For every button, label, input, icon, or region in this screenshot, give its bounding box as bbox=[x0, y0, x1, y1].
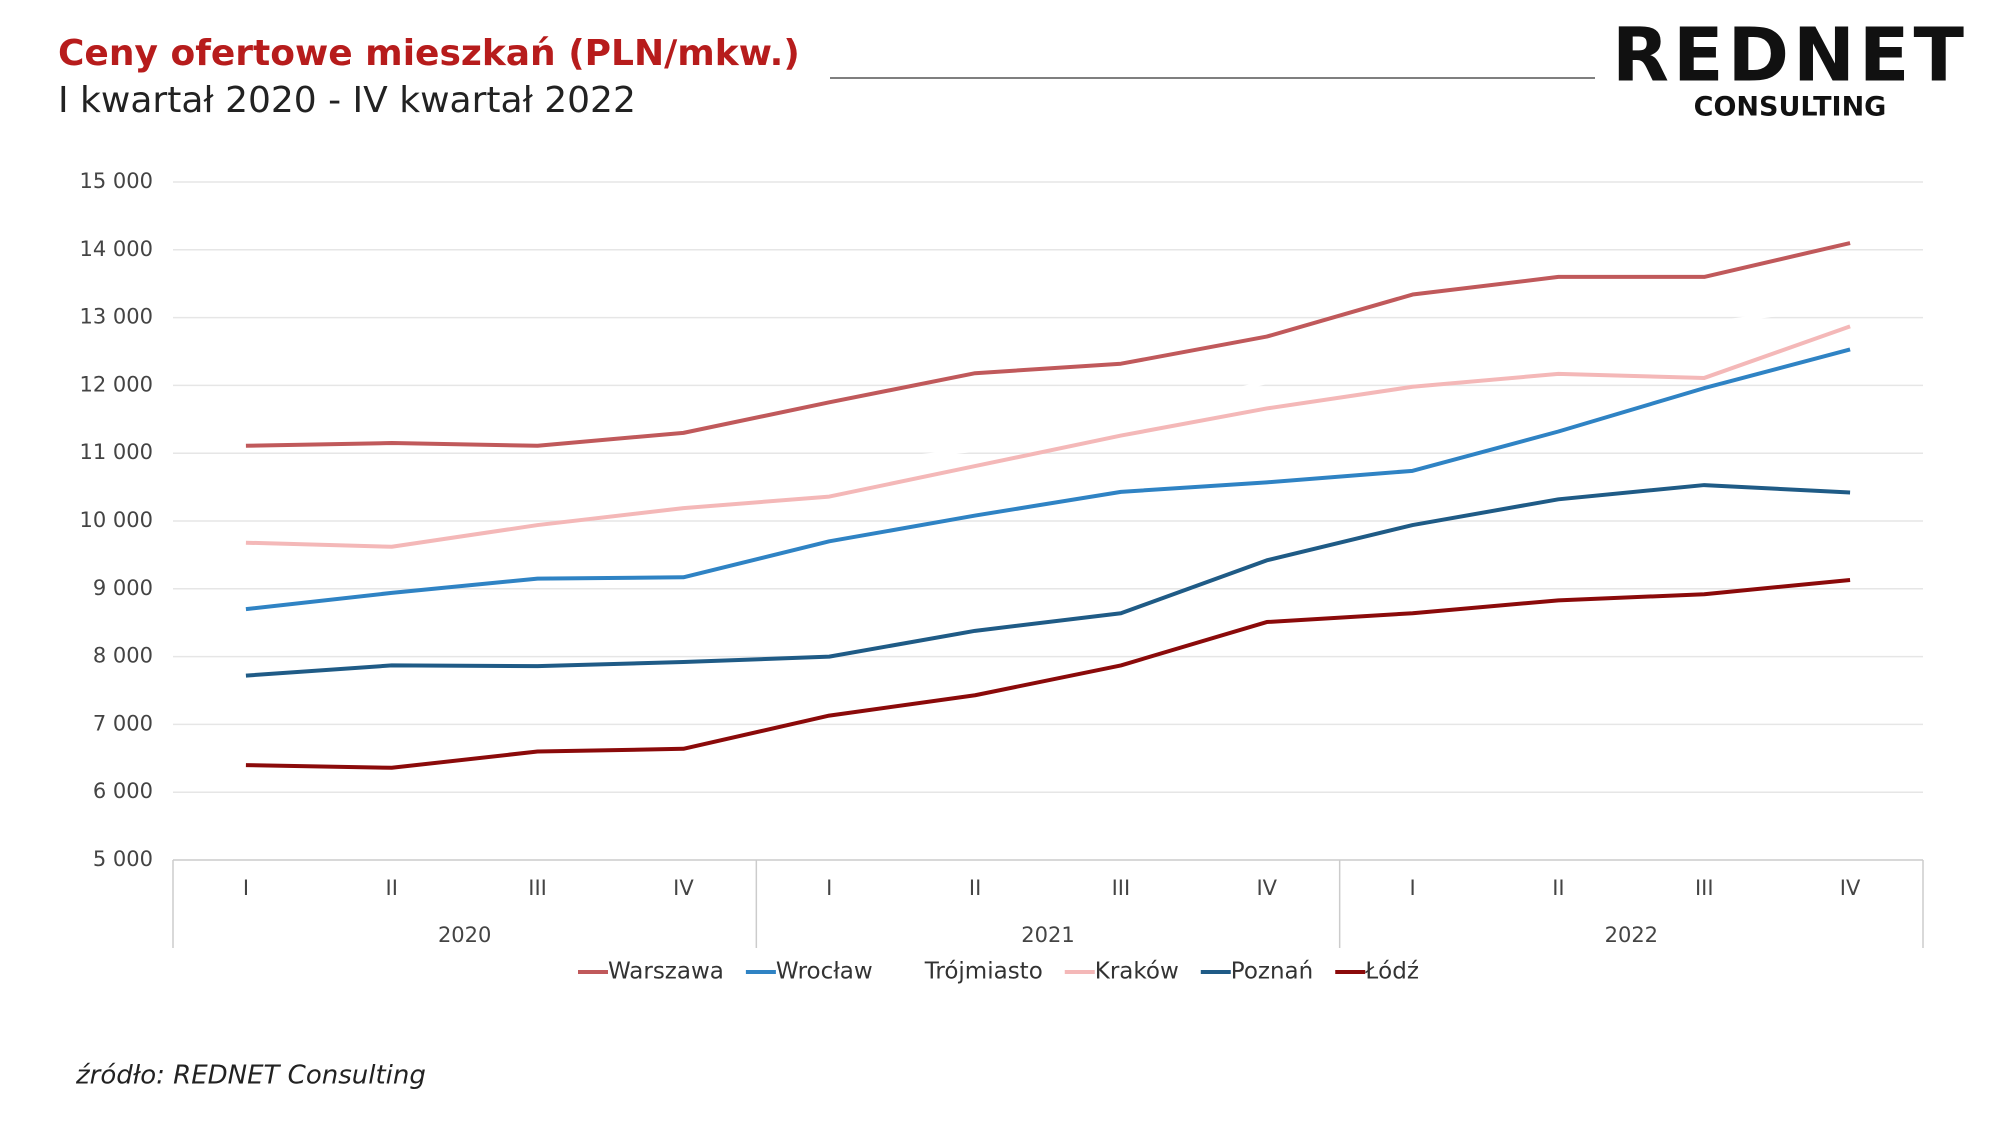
series-line bbox=[245, 241, 1851, 448]
y-tick-label: 9 000 bbox=[93, 576, 153, 600]
x-tick-label: I bbox=[243, 876, 249, 900]
y-tick-label: 8 000 bbox=[93, 644, 153, 668]
y-tick-label: 10 000 bbox=[80, 508, 153, 532]
group-label: 2020 bbox=[438, 923, 491, 947]
legend-label: Trójmiasto bbox=[924, 959, 1043, 985]
legend-label: Warszawa bbox=[608, 959, 724, 985]
x-tick-label: II bbox=[969, 876, 981, 900]
x-tick-label: II bbox=[1552, 876, 1564, 900]
source: źródło: REDNET Consulting bbox=[75, 1061, 426, 1091]
y-tick-label: 15 000 bbox=[80, 169, 153, 193]
y-tick-label: 11 000 bbox=[80, 440, 153, 464]
y-tick-label: 12 000 bbox=[80, 372, 153, 396]
series-line bbox=[245, 324, 1851, 549]
x-tick-label: IV bbox=[1256, 876, 1277, 900]
x-tick-label: IV bbox=[1840, 876, 1861, 900]
series-line bbox=[245, 302, 1851, 520]
logo: REDNET bbox=[1612, 13, 1968, 99]
series-line bbox=[245, 483, 1851, 678]
x-tick-label: III bbox=[1695, 876, 1714, 900]
group-label: 2022 bbox=[1605, 923, 1658, 947]
legend-label: Poznań bbox=[1231, 959, 1313, 985]
y-tick-label: 14 000 bbox=[80, 237, 153, 261]
x-tick-label: III bbox=[1112, 876, 1131, 900]
x-tick-label: I bbox=[1409, 876, 1415, 900]
y-tick-label: 5 000 bbox=[93, 847, 153, 871]
legend-label: Kraków bbox=[1095, 959, 1179, 985]
legend-label: Łódź bbox=[1364, 959, 1419, 985]
logo-sub: CONSULTING bbox=[1694, 92, 1887, 123]
series-line bbox=[245, 577, 1851, 770]
y-tick-label: 7 000 bbox=[93, 711, 153, 735]
x-tick-label: II bbox=[386, 876, 398, 900]
y-tick-label: 13 000 bbox=[80, 305, 153, 329]
x-tick-label: I bbox=[826, 876, 832, 900]
x-tick-label: IV bbox=[673, 876, 694, 900]
x-tick-label: III bbox=[528, 876, 547, 900]
legend-label: Wrocław bbox=[776, 959, 873, 985]
series-line bbox=[245, 347, 1851, 612]
group-label: 2021 bbox=[1021, 923, 1074, 947]
y-tick-label: 6 000 bbox=[93, 779, 153, 803]
chart-title: Ceny ofertowe mieszkań (PLN/mkw.) bbox=[58, 33, 800, 74]
chart-subtitle: I kwartał 2020 - IV kwartał 2022 bbox=[58, 80, 636, 121]
